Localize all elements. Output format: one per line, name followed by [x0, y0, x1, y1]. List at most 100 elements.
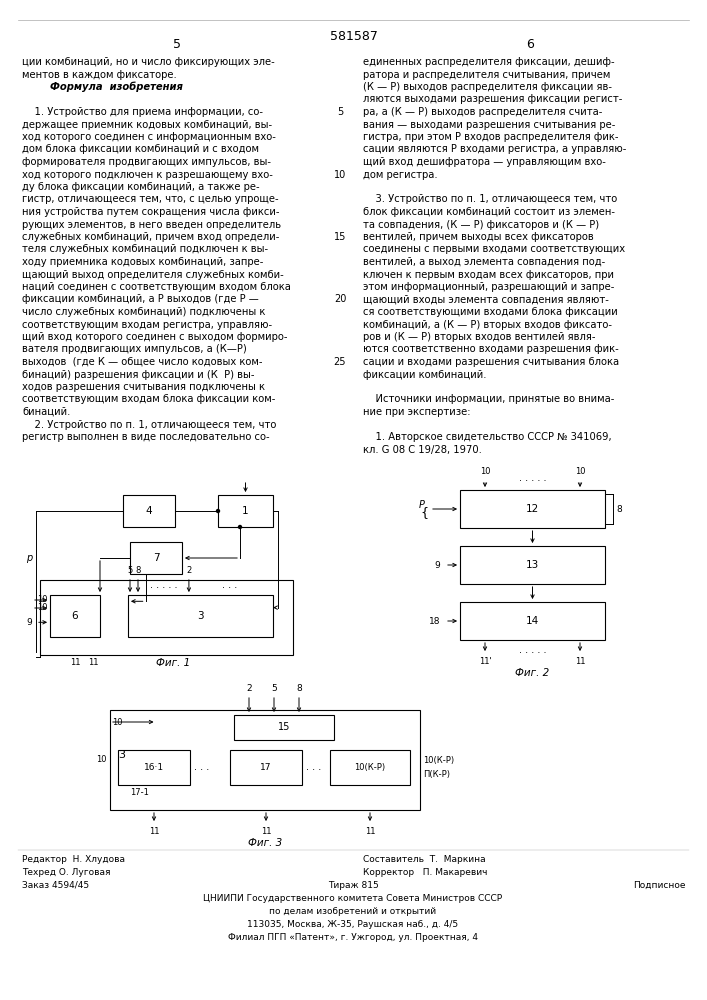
Text: 1. Устройство для приема информации, со-: 1. Устройство для приема информации, со-: [22, 107, 263, 117]
Text: П(К-Р): П(К-Р): [423, 770, 450, 779]
Text: этом информационный, разрешающий и запре-: этом информационный, разрешающий и запре…: [363, 282, 614, 292]
Text: ляются выходами разрешения фиксации регист-: ляются выходами разрешения фиксации реги…: [363, 95, 622, 104]
Text: Фиг. 3: Фиг. 3: [248, 838, 282, 848]
Text: 10: 10: [334, 169, 346, 180]
Text: ключен к первым входам всех фиксаторов, при: ключен к первым входам всех фиксаторов, …: [363, 269, 614, 279]
Text: 8: 8: [296, 684, 302, 693]
Bar: [118, 750, 190, 785]
Text: Тираж 815: Тираж 815: [327, 881, 378, 890]
Bar: [230, 750, 302, 785]
Text: 10: 10: [37, 603, 48, 612]
Text: соответствующим входам блока фиксации ком-: соответствующим входам блока фиксации ко…: [22, 394, 275, 404]
Bar: [123, 495, 175, 527]
Text: Составитель  Т.  Маркина: Составитель Т. Маркина: [363, 855, 486, 864]
Text: 17-1: 17-1: [130, 788, 149, 797]
Bar: [40, 580, 293, 655]
Text: . . .: . . .: [222, 580, 237, 590]
Text: фиксации комбинаций.: фиксации комбинаций.: [363, 369, 486, 379]
Text: ментов в каждом фиксаторе.: ментов в каждом фиксаторе.: [22, 70, 177, 80]
Text: теля служебных комбинаций подключен к вы-: теля служебных комбинаций подключен к вы…: [22, 244, 268, 254]
Text: 3: 3: [119, 750, 126, 760]
Text: щающий входы элемента совпадения являют-: щающий входы элемента совпадения являют-: [363, 294, 609, 304]
Text: вания — выходами разрешения считывания ре-: вания — выходами разрешения считывания р…: [363, 119, 615, 129]
Bar: [130, 542, 182, 574]
Text: ние при экспертизе:: ние при экспертизе:: [363, 407, 470, 417]
Text: (К — Р) выходов распределителя фиксации яв-: (К — Р) выходов распределителя фиксации …: [363, 82, 612, 92]
Text: 16·1: 16·1: [144, 763, 164, 772]
Text: выходов  (где К — общее число кодовых ком-: выходов (где К — общее число кодовых ком…: [22, 357, 262, 367]
Text: 11: 11: [88, 658, 98, 667]
Text: 1: 1: [243, 506, 249, 516]
Text: щий вход которого соединен с выходом формиро-: щий вход которого соединен с выходом фор…: [22, 332, 288, 342]
Text: р: р: [25, 553, 32, 563]
Circle shape: [238, 526, 242, 528]
Bar: [128, 595, 273, 637]
Text: дом блока фиксации комбинаций и с входом: дом блока фиксации комбинаций и с входом: [22, 144, 259, 154]
Text: ду блока фиксации комбинаций, а также ре-: ду блока фиксации комбинаций, а также ре…: [22, 182, 259, 192]
Text: фиксации комбинаций, а Р выходов (где Р —: фиксации комбинаций, а Р выходов (где Р …: [22, 294, 259, 304]
Text: 11': 11': [479, 657, 491, 666]
Text: Подписное: Подписное: [633, 881, 686, 890]
Text: вентилей, а выход элемента совпадения под-: вентилей, а выход элемента совпадения по…: [363, 257, 605, 267]
Text: ров и (К — Р) вторых входов вентилей явля-: ров и (К — Р) вторых входов вентилей явл…: [363, 332, 595, 342]
Text: рующих элементов, в него введен определитель: рующих элементов, в него введен определи…: [22, 220, 281, 230]
Text: ход которого соединен с информационным вхо-: ход которого соединен с информационным в…: [22, 132, 276, 142]
Text: бинаций.: бинаций.: [22, 407, 71, 417]
Text: 17: 17: [260, 763, 271, 772]
Text: 5: 5: [173, 37, 181, 50]
Text: Заказ 4594/45: Заказ 4594/45: [22, 881, 89, 890]
Text: 10(К-Р): 10(К-Р): [354, 763, 385, 772]
Text: Источники информации, принятые во внима-: Источники информации, принятые во внима-: [363, 394, 614, 404]
Text: та совпадения, (К — Р) фиксаторов и (К — Р): та совпадения, (К — Р) фиксаторов и (К —…: [363, 220, 599, 230]
Text: кл. G 08 С 19/28, 1970.: кл. G 08 С 19/28, 1970.: [363, 444, 482, 454]
Bar: [50, 595, 100, 637]
Text: сации являются Р входами регистра, а управляю-: сации являются Р входами регистра, а упр…: [363, 144, 626, 154]
Text: 10: 10: [37, 595, 48, 604]
Bar: [460, 546, 605, 584]
Text: 10: 10: [96, 755, 107, 764]
Text: 15: 15: [278, 722, 290, 732]
Text: Фиг. 2: Фиг. 2: [515, 668, 549, 678]
Text: ра, а (К — Р) выходов распределителя счита-: ра, а (К — Р) выходов распределителя счи…: [363, 107, 602, 117]
Text: бинаций) разрешения фиксации и (К  Р) вы-: бинаций) разрешения фиксации и (К Р) вы-: [22, 369, 255, 379]
Text: 8: 8: [616, 504, 621, 514]
Text: соединены с первыми входами соответствующих: соединены с первыми входами соответствую…: [363, 244, 625, 254]
Text: 11: 11: [148, 827, 159, 836]
Text: 3: 3: [197, 611, 204, 621]
Text: ходу приемника кодовых комбинаций, запре-: ходу приемника кодовых комбинаций, запре…: [22, 257, 264, 267]
Text: ход которого подключен к разрешающему вхо-: ход которого подключен к разрешающему вх…: [22, 169, 273, 180]
Text: 5: 5: [271, 684, 277, 693]
Text: 14: 14: [526, 616, 539, 626]
Text: число служебных комбинаций) подключены к: число служебных комбинаций) подключены к: [22, 307, 265, 317]
Text: . . . . .: . . . . .: [519, 473, 547, 483]
Text: 8: 8: [135, 566, 141, 575]
Text: 15: 15: [334, 232, 346, 242]
Text: комбинаций, а (К — Р) вторых входов фиксато-: комбинаций, а (К — Р) вторых входов фикс…: [363, 320, 612, 330]
Text: 11: 11: [70, 658, 81, 667]
Text: ются соответственно входами разрешения фик-: ются соответственно входами разрешения ф…: [363, 344, 619, 355]
Text: 10: 10: [575, 468, 585, 477]
Text: Редактор  Н. Хлудова: Редактор Н. Хлудова: [22, 855, 125, 864]
Text: ции комбинаций, но и число фиксирующих эле-: ции комбинаций, но и число фиксирующих э…: [22, 57, 275, 67]
Text: 10: 10: [112, 718, 122, 727]
Text: 25: 25: [334, 357, 346, 367]
Text: блок фиксации комбинаций состоит из элемен-: блок фиксации комбинаций состоит из элем…: [363, 207, 615, 217]
Text: 11: 11: [575, 657, 585, 666]
Text: 6: 6: [526, 37, 534, 50]
Text: гистр, отличающееся тем, что, с целью упроще-: гистр, отличающееся тем, что, с целью уп…: [22, 194, 279, 205]
Text: 11: 11: [261, 827, 271, 836]
Text: сации и входами разрешения считывания блока: сации и входами разрешения считывания бл…: [363, 357, 619, 367]
Text: 2: 2: [246, 684, 252, 693]
Text: 4: 4: [146, 506, 152, 516]
Bar: [218, 495, 273, 527]
Text: 581587: 581587: [329, 29, 378, 42]
Text: регистр выполнен в виде последовательно со-: регистр выполнен в виде последовательно …: [22, 432, 269, 442]
Text: наций соединен с соответствующим входом блока: наций соединен с соответствующим входом …: [22, 282, 291, 292]
Text: гистра, при этом Р входов распределителя фик-: гистра, при этом Р входов распределителя…: [363, 132, 619, 142]
Text: 5: 5: [127, 566, 133, 575]
Text: Фиг. 1: Фиг. 1: [156, 658, 190, 668]
Text: соответствующим входам регистра, управляю-: соответствующим входам регистра, управля…: [22, 320, 272, 330]
Text: ратора и распределителя считывания, причем: ратора и распределителя считывания, прич…: [363, 70, 610, 80]
Text: 10(К-Р): 10(К-Р): [423, 756, 454, 765]
Text: 11: 11: [365, 827, 375, 836]
